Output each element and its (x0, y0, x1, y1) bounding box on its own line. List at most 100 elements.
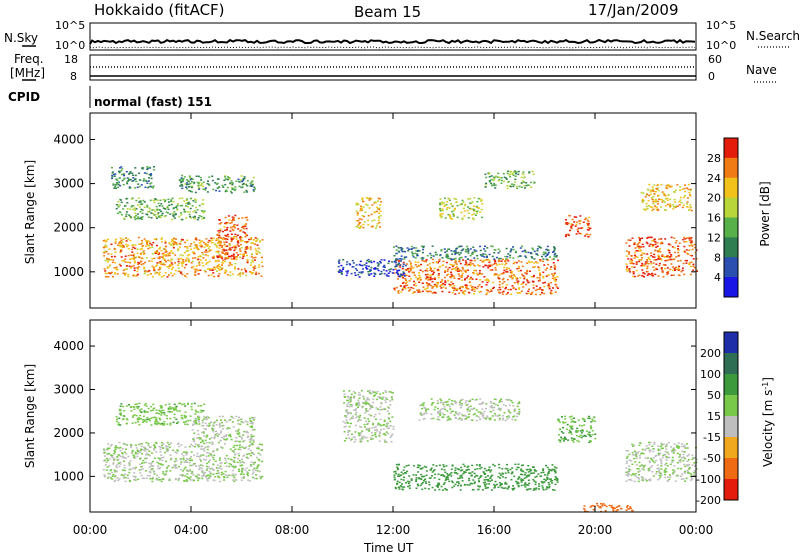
velocity-colorbar-tick: 15 (707, 410, 721, 423)
power-scatter (102, 166, 698, 296)
velocity-colorbar-tick: 200 (700, 347, 721, 360)
cpid-panel: CPID normal (fast) 151 (8, 86, 212, 109)
beam-title: Beam 15 (354, 3, 421, 21)
velocity-colorbar-tick: 50 (707, 389, 721, 402)
velocity-colorbar-segment (724, 332, 738, 354)
power-ytick-label: 4000 (53, 132, 84, 146)
freq-right-tick-bottom: 0 (708, 70, 715, 83)
velocity-echo-region (418, 398, 521, 422)
velocity-colorbar-segment (724, 353, 738, 375)
velocity-colorbar-segment (724, 374, 738, 396)
power-echo-region (484, 170, 536, 190)
velocity-colorbar-tick: -15 (703, 431, 721, 444)
power-colorbar-tick: 20 (707, 192, 721, 205)
time-axis: 00:00 04:00 08:00 12:00 16:00 20:00 00:00 (73, 113, 714, 537)
cpid-label: CPID (8, 90, 40, 104)
noise-right-label: N.Search (746, 29, 800, 43)
noise-search-line (89, 46, 696, 49)
velocity-colorbar-tick: -200 (696, 494, 721, 507)
power-colorbar-segment (724, 257, 738, 278)
power-ytick-label: 3000 (53, 177, 84, 191)
cpid-mode: normal (fast) 151 (94, 95, 212, 109)
velocity-colorbar-tick: -100 (696, 473, 721, 486)
velocity-echo-region (625, 441, 698, 483)
velocity-ytick-label: 3000 (53, 383, 84, 397)
noise-right-tick-top: 10^5 (706, 19, 736, 32)
velocity-ytick-label: 1000 (53, 469, 84, 483)
velocity-panel: 1000 2000 3000 4000 Slant Range [km] 200 100… (23, 319, 775, 513)
velocity-scatter (102, 389, 698, 513)
power-colorbar-segment (724, 138, 738, 159)
power-colorbar-segment (724, 217, 738, 238)
power-echo-region (439, 197, 484, 221)
power-panel: 1000 2000 3000 4000 Slant Range [km] 4 8 12 16… (23, 112, 772, 309)
power-colorbar-segment (724, 157, 738, 179)
velocity-colorbar-label: Velocity [m s-1] (761, 377, 775, 467)
noise-panel: N.Sky 10^5 10^0 10^5 10^0 N.Search (4, 19, 800, 52)
power-colorbar-segment (724, 277, 738, 298)
velocity-ylabel: Slant Range [km] (23, 364, 37, 468)
power-colorbar-tick: 24 (707, 172, 721, 185)
power-colorbar-segment (724, 237, 738, 258)
velocity-colorbar-tick: 100 (700, 368, 721, 381)
power-colorbar-tick: 16 (707, 212, 721, 225)
power-colorbar-segment (724, 197, 738, 218)
power-echo-region (337, 258, 407, 278)
time-tick-label: 00:00 (73, 523, 108, 537)
velocity-colorbar-segment (724, 395, 738, 417)
time-tick-label: 08:00 (275, 523, 310, 537)
noise-right-tick-bottom: 10^0 (706, 39, 736, 52)
time-tick-label: 20:00 (578, 523, 613, 537)
date-title: 17/Jan/2009 (588, 1, 679, 19)
power-echo-region (111, 166, 155, 189)
nave-label: Nave (746, 63, 777, 77)
velocity-echo-region (557, 415, 597, 443)
power-echo-region (393, 258, 559, 296)
power-colorbar-segment (724, 177, 738, 199)
power-echo-region (216, 214, 249, 260)
power-echo-region (564, 214, 592, 238)
power-colorbar-tick: 4 (714, 271, 721, 284)
freq-label-1: Freq. (14, 52, 44, 66)
noise-sky-line (89, 38, 696, 45)
time-tick-label: 00:00 (679, 523, 714, 537)
velocity-echo-region (191, 415, 256, 443)
velocity-colorbar-segment (724, 479, 738, 501)
freq-panel: Freq. [MHz] 18 8 60 0 Nave (10, 52, 777, 83)
velocity-ytick-label: 4000 (53, 339, 84, 353)
velocity-colorbar-segment (724, 416, 738, 438)
power-echo-region (625, 236, 698, 278)
velocity-echo-region (342, 389, 395, 443)
noise-left-tick-bottom: 10^0 (55, 39, 85, 52)
power-echo-region (115, 197, 206, 221)
freq-left-tick-bottom: 8 (70, 70, 77, 83)
freq-left-tick-top: 18 (64, 53, 78, 66)
velocity-ytick-label: 2000 (53, 426, 84, 440)
noise-left-tick-top: 10^5 (55, 19, 85, 32)
velocity-echo-region (393, 463, 559, 491)
power-ytick-label: 1000 (53, 265, 84, 279)
velocity-colorbar-tick: -50 (703, 452, 721, 465)
velocity-colorbar: 200 100 50 15 -15 -50 -100 -200 (696, 331, 739, 507)
power-echo-region (178, 174, 256, 194)
power-colorbar-tick: 28 (707, 152, 721, 165)
power-echo-region (355, 197, 383, 229)
power-colorbar-tick: 8 (714, 251, 721, 264)
power-colorbar: 4 8 12 16 20 24 28 (707, 137, 739, 298)
noise-left-label: N.Sky (4, 31, 38, 45)
time-tick-label: 04:00 (174, 523, 209, 537)
time-axis-label: Time UT (363, 541, 414, 554)
velocity-echo-region (102, 441, 264, 483)
power-ytick-label: 2000 (53, 221, 84, 235)
station-title: Hokkaido (fitACF) (94, 1, 225, 19)
time-tick-label: 12:00 (376, 523, 411, 537)
velocity-colorbar-segment (724, 458, 738, 480)
power-echo-region (640, 183, 693, 212)
velocity-colorbar-segment (724, 437, 738, 459)
time-tick-label: 16:00 (477, 523, 512, 537)
power-echo-region (393, 245, 558, 260)
power-colorbar-tick: 12 (707, 231, 721, 244)
power-colorbar-label: Power [dB] (758, 181, 772, 246)
freq-label-2: [MHz] (10, 66, 45, 80)
